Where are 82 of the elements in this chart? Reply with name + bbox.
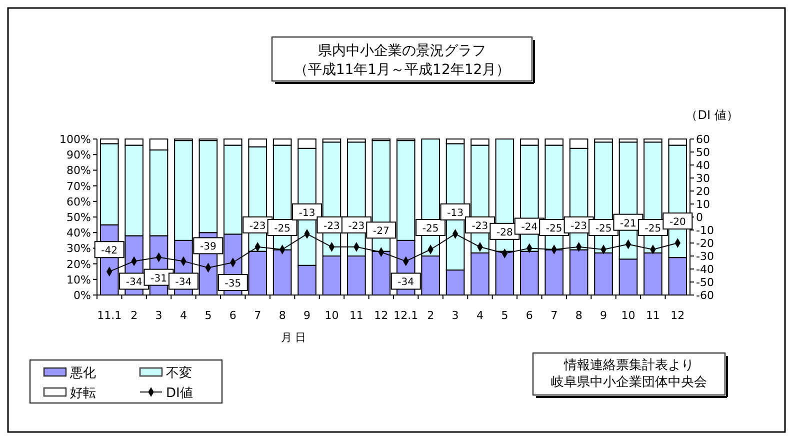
data-label: -23: [324, 220, 340, 232]
data-label: -13: [298, 208, 316, 219]
x-tick-label: 3: [155, 309, 162, 322]
y2-tick-label: 20: [696, 185, 710, 198]
legend-label: DI値: [166, 386, 193, 401]
y2-tick-label: -60: [696, 289, 714, 302]
x-tick-label: 7: [254, 309, 262, 322]
x-tick-label: 12: [374, 309, 388, 322]
y-tick-label: 90%: [66, 148, 91, 162]
y-tick-label: 60%: [66, 195, 91, 208]
x-tick-label: 2: [130, 309, 138, 322]
data-label: -34: [398, 277, 414, 288]
data-label: -25: [644, 224, 662, 234]
y2-tick-label: -30: [696, 250, 714, 263]
x-tick-label: 2: [427, 309, 434, 322]
y2-axis-title: （DI 値）: [686, 108, 738, 122]
data-label: -24: [521, 222, 538, 234]
y2-tick-label: 60: [696, 133, 710, 146]
data-label: -42: [101, 246, 118, 257]
legend-label: 悪化: [69, 366, 96, 381]
data-label: -34: [126, 277, 142, 288]
data-label: -23: [472, 220, 488, 232]
x-tick-label: 3: [452, 309, 459, 322]
data-label: -28: [496, 227, 513, 238]
y-tick-label: 10%: [66, 273, 91, 286]
x-tick-label: 12.1: [394, 309, 418, 322]
data-label: -25: [274, 224, 290, 234]
data-label: -23: [570, 220, 587, 232]
chart-title: 県内中小企業の景況グラフ: [318, 43, 486, 59]
data-label: -25: [422, 224, 439, 234]
x-tick-label: 10: [324, 309, 339, 322]
x-tick-label: 4: [476, 309, 484, 322]
chart-subtitle: （平成11年1月～平成12年12月）: [294, 62, 510, 78]
x-tick-label: 4: [180, 309, 187, 322]
data-label: -31: [150, 273, 167, 284]
legend-label: 好転: [70, 386, 96, 401]
y2-tick-label: 10: [696, 198, 710, 211]
data-label: -27: [372, 226, 390, 238]
data-label: -25: [595, 224, 612, 234]
y-tick-label: 20%: [66, 258, 91, 271]
y2-tick-label: -20: [696, 237, 714, 250]
text: 岐阜県中小企業団体中央会: [551, 375, 707, 390]
x-tick-label: 11: [646, 309, 660, 322]
y-tick-label: 70%: [66, 180, 91, 193]
y2-tick-label: -40: [696, 263, 714, 276]
x-tick-label: 7: [550, 309, 558, 322]
y-tick-label: 100%: [60, 133, 91, 146]
data-label: -39: [200, 242, 216, 253]
x-tick-label: 6: [526, 309, 533, 322]
x-tick-label: 10: [621, 309, 636, 322]
y2-tick-label: 0: [696, 211, 703, 224]
y2-tick-label: -10: [696, 224, 714, 237]
data-label: -23: [249, 220, 266, 232]
y2-tick-label: 50: [696, 146, 710, 159]
x-tick-label: 8: [278, 309, 286, 322]
x-tick-label: 9: [600, 309, 608, 322]
y-tick-label: 50%: [66, 211, 91, 224]
x-tick-label: 5: [204, 309, 212, 322]
data-label: -35: [224, 278, 242, 290]
y2-tick-label: 30: [696, 172, 710, 185]
x-axis-title: 月 日: [280, 331, 306, 344]
x-tick-label: 6: [229, 309, 236, 322]
legend-label: 不変: [166, 365, 192, 381]
x-tick-label: 8: [575, 309, 582, 322]
data-label: -21: [620, 218, 636, 230]
x-tick-label: 11.1: [97, 309, 122, 322]
data-label: -13: [447, 208, 464, 219]
x-tick-label: 9: [304, 309, 311, 322]
data-label: -34: [175, 277, 192, 288]
y-tick-label: 40%: [66, 226, 91, 240]
y2-tick-label: 40: [696, 159, 710, 172]
data-label: -25: [546, 224, 562, 234]
x-tick-label: 11: [349, 309, 364, 322]
y-tick-label: 0%: [74, 289, 91, 302]
data-label: -20: [669, 217, 686, 228]
y-tick-label: 30%: [66, 242, 91, 256]
data-label: -23: [348, 220, 365, 232]
x-tick-label: 5: [501, 309, 508, 322]
text: 情報連絡票集計表より: [563, 358, 694, 373]
x-tick-label: 12: [670, 309, 685, 322]
y2-tick-label: -50: [696, 276, 714, 289]
y-tick-label: 80%: [66, 164, 91, 178]
